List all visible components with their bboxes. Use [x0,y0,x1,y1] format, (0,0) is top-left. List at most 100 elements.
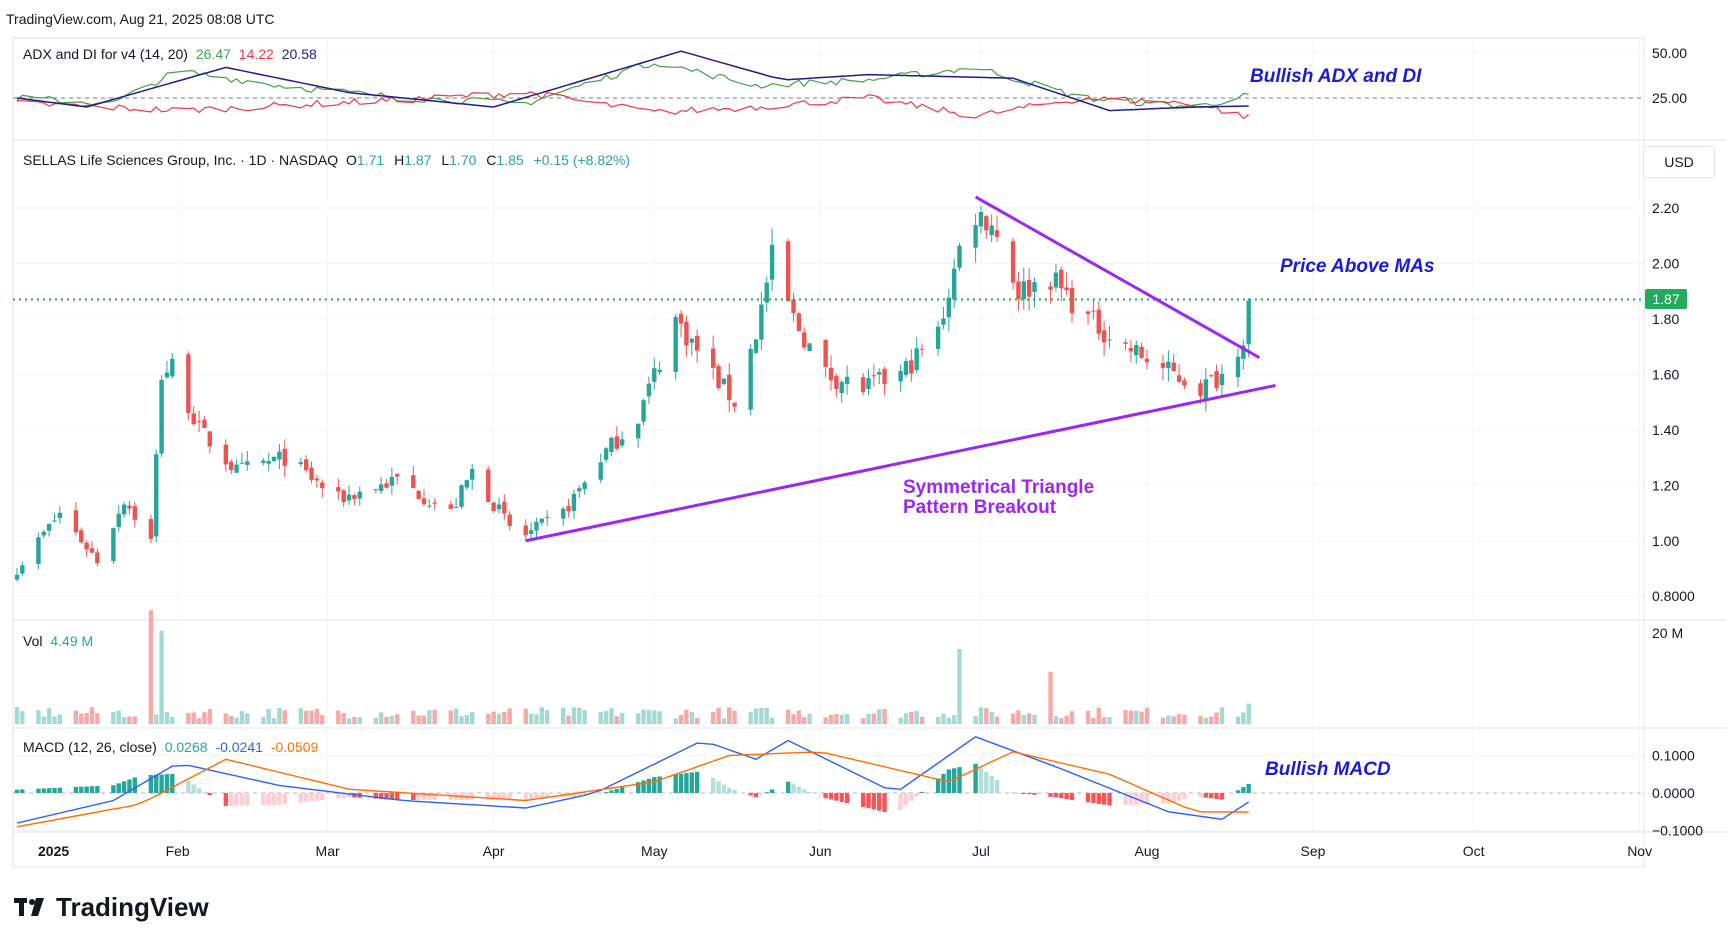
candle-body [1176,375,1182,382]
candle-body [1059,269,1064,289]
macd-hist-bar [421,793,427,801]
macd-hist-bar [36,788,41,793]
candle-down [341,489,346,507]
volume-bar [984,708,989,724]
candle-body [1166,361,1171,369]
candle-down [1101,320,1107,357]
volume-bar [860,718,866,724]
candle-up [41,529,46,539]
candle-body [282,448,287,466]
macd-hist-bar [320,793,325,801]
volume-bar [309,710,314,724]
macd-tick-label: −0.1000 [1652,823,1703,839]
macd-hist-bar [1048,793,1053,797]
candle-body [603,448,609,460]
macd-hist-bar [614,788,619,793]
candle-down [710,335,716,380]
candle-up [357,486,362,506]
macd-hist-bar [336,793,341,799]
macd-hist-bar [84,786,89,793]
volume-bar [1064,715,1069,724]
adx-line-minusdi [16,91,1250,120]
candle-down [207,431,212,454]
macd-hist-bar [764,792,769,794]
macd-hist-bar [186,780,191,793]
candle-up [52,513,57,523]
volume-bar [271,718,277,724]
candle-up [154,449,159,543]
macd-hist-bar [373,793,379,799]
volume-bar [716,707,721,724]
macd-hist-bar [989,775,994,793]
candle-body [1032,282,1037,292]
candle-body [314,478,320,481]
time-axis-label: May [641,843,667,859]
volume-bar [52,716,57,724]
candle-down [834,373,839,398]
macd-tick-label: 0.0000 [1652,785,1695,801]
macd-hist-bar [1139,793,1144,805]
macd-hist-bar [46,788,52,793]
volume-bar [1198,716,1203,724]
candle-body [303,459,309,471]
candle-body [1085,311,1091,315]
candle-body [1048,286,1053,290]
candle-body [828,367,834,381]
candle-body [170,358,175,377]
candle-body [791,299,796,314]
volume-bar [603,710,609,724]
candle-down [336,478,341,501]
macd-hist-bar [636,782,641,793]
price-change: +0.15 (+8.82%) [533,152,631,168]
time-axis-label: Sep [1301,843,1326,859]
macd-hist-bar [170,773,175,793]
candle-up [378,477,384,494]
volume-bar [373,717,379,724]
candle-body [111,528,116,562]
volume-bar [411,710,416,724]
volume-bar [389,715,395,724]
volume-bar [609,708,614,724]
volume-bar [20,711,25,724]
macd-hist-bar [1182,793,1187,800]
candle-body [957,245,962,268]
candle-body [1053,272,1059,288]
candle-up [1203,368,1209,412]
candle-body [84,542,89,550]
macd-line-value: -0.0241 [215,739,263,755]
candle-body [1026,280,1032,297]
macd-hist-bar [860,793,866,807]
candle-body [598,462,603,480]
volume-bar [303,710,309,724]
candle-down [694,329,700,363]
candle-body [159,379,164,454]
volume-bar [239,711,245,724]
volume-bar [807,713,812,724]
candle-up [619,431,625,448]
candle-down [202,416,207,429]
volume-bar [298,708,304,724]
macd-hist-bar [261,793,266,806]
candle-up [57,506,63,524]
volume-bar [689,711,694,724]
macd-hist-bar [346,793,352,798]
macd-hist-bar [207,793,212,796]
volume-bar [314,708,320,724]
volume-bar [57,714,63,724]
volume-bar [523,708,528,724]
volume-bar [432,709,437,724]
volume-bar [571,707,577,724]
candle-down [303,455,309,473]
macd-hist-bar [935,778,941,793]
candle-body [619,439,625,446]
candle-up [266,452,271,472]
candle-body [1144,358,1150,363]
volume-bar [1160,717,1166,724]
candle-up [1219,364,1225,396]
macd-hist-bar [1053,793,1059,798]
macd-hist-bar [802,789,807,793]
macd-hist-bar [1198,793,1203,798]
candle-down [448,500,453,510]
currency-button[interactable]: USD [1643,146,1715,178]
